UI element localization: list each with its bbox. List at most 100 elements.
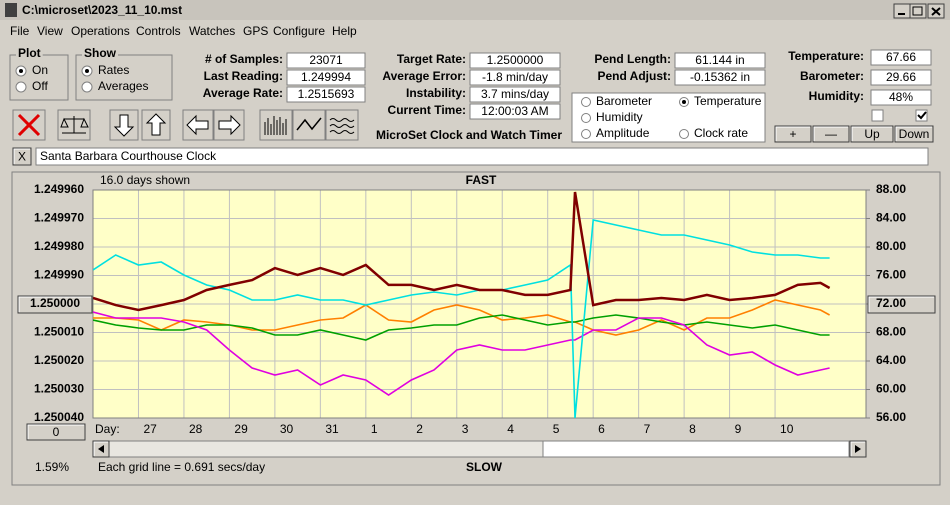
y2-tick-label: 88.00 — [876, 182, 906, 196]
offset-button-label[interactable]: 0 — [53, 425, 60, 439]
legend-radio[interactable] — [679, 129, 689, 139]
offset-button-highlight — [27, 424, 84, 439]
close-clock-button-label[interactable]: X — [18, 150, 26, 164]
radio[interactable] — [15, 81, 27, 93]
button-highlight — [775, 126, 810, 141]
readout-label: Average Error: — [382, 69, 466, 83]
y2-tick-label[interactable]: 72.00 — [876, 296, 906, 310]
arrow — [855, 445, 861, 453]
button[interactable] — [850, 125, 894, 143]
x-tick-label: 1 — [371, 422, 378, 436]
x-tick-label: 29 — [234, 422, 248, 436]
readout-value: 1.249994 — [301, 70, 351, 84]
button-label[interactable]: Down — [899, 127, 930, 141]
menu-item[interactable]: Help — [332, 24, 357, 38]
readout-label: Pend Adjust: — [597, 69, 671, 83]
x-tick-label: 3 — [462, 422, 469, 436]
radio-label[interactable]: Off — [32, 79, 48, 93]
readout-value: 67.66 — [886, 50, 916, 64]
menu-item[interactable]: Watches — [189, 24, 235, 38]
readout-label: Temperature: — [788, 49, 864, 63]
y-tick-label[interactable]: 1.250000 — [30, 296, 80, 310]
button-label[interactable]: — — [825, 127, 837, 141]
center-rate-button[interactable] — [17, 295, 93, 314]
button-label[interactable]: + — [789, 127, 796, 141]
x-tick-label: 30 — [280, 422, 294, 436]
fast-label: FAST — [466, 173, 497, 187]
scroll-percent: 1.59% — [35, 460, 69, 474]
readout-value: 12:00:03 AM — [481, 104, 548, 118]
title-bar — [0, 0, 950, 20]
x-axis-label: Day: — [95, 422, 120, 436]
readout-value: 23071 — [309, 53, 343, 67]
x-tick-label: 2 — [416, 422, 423, 436]
menu-item[interactable]: View — [37, 24, 63, 38]
text-field — [469, 103, 561, 120]
x-tick-label: 31 — [325, 422, 339, 436]
text-field — [870, 89, 932, 106]
group-box — [75, 54, 173, 101]
readout-label: Average Rate: — [203, 86, 283, 100]
menu-item[interactable]: GPS — [243, 24, 268, 38]
button[interactable] — [774, 125, 812, 143]
group-title: Show — [84, 46, 117, 60]
y2-tick-label: 84.00 — [876, 211, 906, 225]
menu-item[interactable]: Operations — [71, 24, 130, 38]
readout-label: Barometer: — [800, 69, 864, 83]
window-buttons[interactable] — [893, 3, 945, 19]
close-clock-button[interactable] — [12, 147, 32, 166]
checkbox[interactable] — [871, 109, 884, 122]
grid-note: Each grid line = 0.691 secs/day — [98, 460, 265, 474]
slow-label: SLOW — [466, 460, 503, 474]
readout-value: 1.2515693 — [298, 87, 355, 101]
series-line — [93, 191, 831, 312]
button-label[interactable]: Up — [864, 127, 880, 141]
text-field — [286, 86, 366, 103]
y-tick-label: 1.249960 — [34, 182, 84, 196]
x-tick-label: 4 — [507, 422, 514, 436]
radio-dot — [85, 69, 89, 73]
radio-label[interactable]: Averages — [98, 79, 148, 93]
offset-button[interactable] — [26, 423, 86, 441]
series-line — [93, 311, 830, 396]
readout-label: Target Rate: — [397, 52, 466, 66]
readout-label: Pend Length: — [594, 52, 671, 66]
radio-label[interactable]: Rates — [98, 63, 129, 77]
y-tick-label: 1.250030 — [34, 382, 84, 396]
scroll-right-highlight — [850, 441, 865, 456]
center-temp-button[interactable] — [867, 295, 936, 314]
checkbox[interactable] — [915, 109, 928, 122]
y-tick-label: 1.250040 — [34, 410, 84, 424]
legend-radio[interactable] — [581, 97, 591, 107]
y-tick-label: 1.250020 — [34, 353, 84, 367]
menu-item[interactable]: Controls — [136, 24, 181, 38]
toolbar-icons[interactable] — [12, 109, 359, 141]
x-tick-label: 28 — [189, 422, 203, 436]
radio[interactable] — [81, 81, 93, 93]
menu-item[interactable]: File — [10, 24, 30, 38]
legend-label[interactable]: Clock rate — [694, 126, 748, 140]
y2-tick-label: 80.00 — [876, 239, 906, 253]
text-field — [870, 69, 932, 86]
center-temp-button-highlight — [868, 296, 934, 312]
legend-label[interactable]: Barometer — [596, 94, 652, 108]
readout-value: 61.144 in — [695, 53, 744, 67]
x-tick-label: 10 — [780, 422, 794, 436]
readout-value: -1.8 min/day — [482, 70, 548, 84]
radio-label[interactable]: On — [32, 63, 48, 77]
button[interactable] — [894, 125, 934, 143]
text-field — [469, 69, 561, 86]
menu-item[interactable]: Configure — [273, 24, 325, 38]
scroll-thumb[interactable] — [542, 440, 850, 458]
button[interactable] — [812, 125, 850, 143]
legend-label[interactable]: Temperature — [694, 94, 762, 108]
legend-radio[interactable] — [581, 113, 591, 123]
y-tick-label: 1.249980 — [34, 239, 84, 253]
legend-label[interactable]: Amplitude — [596, 126, 650, 140]
legend-radio[interactable] — [581, 129, 591, 139]
readout-value: 1.2500000 — [487, 53, 544, 67]
legend-label[interactable]: Humidity — [596, 110, 643, 124]
y-tick-label: 1.249970 — [34, 211, 84, 225]
